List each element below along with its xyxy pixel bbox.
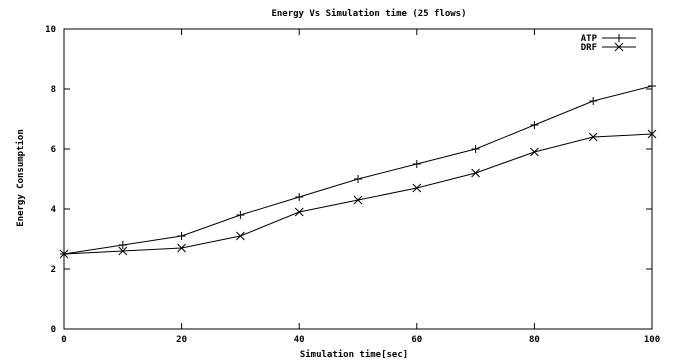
series-drf-point [412,183,422,193]
legend-label-atp: ATP [581,34,598,44]
series-atp-point [589,97,598,105]
legend-marker-atp [615,34,623,42]
legend-label-drf: DRF [581,43,597,53]
x-tick-label: 0 [61,335,66,345]
axis-ticks: 0 20 40 60 80 100 0 2 4 6 8 10 [45,25,660,345]
series-atp [60,82,656,258]
series-drf-point [236,231,245,241]
x-axis-label: Simulation time[sec] [300,349,408,360]
x-tick-label: 100 [644,335,660,345]
series-layer [59,82,657,259]
y-axis-label: Energy Consumption [15,129,26,227]
series-drf-point [294,207,304,217]
series-drf-line [63,133,653,255]
series-drf-point [353,195,363,205]
x-tick-label: 60 [411,335,422,345]
y-tick-label: 6 [51,145,56,155]
series-atp-point [118,241,127,249]
series-drf-point [588,132,598,142]
series-drf-point [177,243,186,253]
series-atp-point [530,121,539,129]
series-drf-point [530,147,539,157]
series-atp-point [177,232,186,240]
series-atp-point [295,193,304,201]
series-atp-point [471,145,480,153]
y-tick-label: 10 [45,25,56,35]
y-tick-label: 2 [51,265,56,275]
series-drf-point [647,129,657,139]
series-atp-point [236,211,245,219]
series-atp-line [63,85,653,255]
series-drf [59,129,657,259]
y-tick-label: 4 [51,205,57,215]
y-tick-label: 0 [51,325,56,335]
series-drf-point [59,249,69,259]
y-tick-label: 8 [51,85,56,95]
series-drf-point [118,246,128,256]
series-atp-point [648,82,656,90]
series-atp-point [412,160,421,168]
chart-title: Energy Vs Simulation time (25 flows) [271,8,466,19]
x-tick-label: 20 [176,335,187,345]
x-tick-label: 40 [294,335,305,345]
legend-marker-drf [614,42,624,52]
series-drf-point [471,168,480,178]
x-tick-label: 80 [529,335,540,345]
series-atp-point [354,175,362,183]
plot-area-frame [63,28,653,330]
